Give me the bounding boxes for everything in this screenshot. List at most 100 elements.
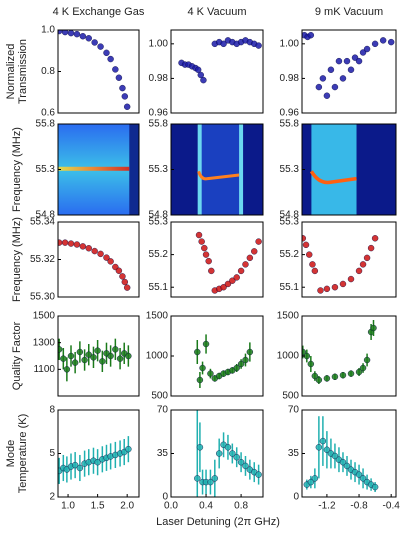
panel: 55.30 55.32 55.34 Frequency (MHz)	[11, 217, 140, 303]
point	[115, 74, 123, 81]
point	[121, 93, 129, 100]
y-tick-label: 0.6	[41, 108, 55, 119]
point	[58, 239, 63, 246]
point	[370, 324, 377, 332]
point	[194, 348, 201, 356]
point	[347, 275, 355, 283]
axes-frame	[301, 409, 397, 498]
x-tick-label: 0.0	[164, 501, 178, 512]
panel: 0.6 0.8 1.0 4 K Exchange Gas NormalizedTrans…	[5, 6, 145, 119]
y-tick-label: 1.0	[41, 25, 55, 36]
y-tick-label: 54.8	[149, 210, 169, 221]
point	[311, 475, 319, 482]
y-tick-label: 1500	[33, 311, 56, 322]
point	[224, 444, 232, 451]
panel-title: 4 K Exchange Gas	[53, 6, 145, 18]
panel: 500 1000 1500	[277, 311, 397, 402]
heatmap-line	[239, 124, 244, 215]
point	[125, 445, 132, 453]
point	[60, 355, 67, 362]
point	[306, 251, 313, 258]
plot-area	[58, 124, 139, 215]
point	[61, 239, 69, 246]
point	[79, 243, 87, 250]
point	[242, 261, 249, 268]
point	[197, 71, 204, 79]
point	[67, 352, 75, 360]
panel: 0.96 0.98 1.00 9 mK Vacuum	[280, 6, 397, 119]
x-tick-label: -0.8	[350, 501, 368, 512]
point	[73, 30, 81, 38]
x-tick-label: 1.0	[61, 501, 75, 512]
y-tick-label: 500	[282, 391, 299, 402]
point	[123, 284, 131, 291]
axes-frame	[57, 315, 140, 397]
point	[103, 49, 110, 57]
y-tick-label: 70	[288, 405, 300, 416]
y-tick-label: 55.3	[149, 164, 169, 175]
point	[67, 30, 75, 37]
y-tick-label: 55.3	[36, 164, 56, 175]
point	[367, 244, 375, 252]
point	[121, 278, 129, 286]
point	[359, 261, 367, 268]
point	[246, 254, 254, 262]
heatmap-strip	[129, 124, 139, 215]
plot-area	[58, 239, 131, 291]
point	[94, 459, 101, 466]
panel: 55.1 55.2 55.3	[280, 217, 397, 298]
heatmap-trace	[309, 170, 357, 185]
point	[355, 368, 363, 376]
y-tick-label: 55.8	[149, 119, 169, 130]
panel: 0 35 70 0.0 0.4 0.8 Laser Detuning (2π GHz)	[156, 405, 280, 528]
point	[307, 478, 315, 486]
point	[242, 356, 249, 364]
point	[323, 375, 331, 382]
y-tick-label: 0.98	[149, 73, 169, 84]
point	[311, 372, 319, 380]
point	[331, 284, 339, 291]
panel: 0 35 70 -1.2 -0.8 -0.4	[288, 405, 400, 512]
point	[315, 376, 323, 384]
point	[371, 483, 379, 491]
y-axis-label: ModeTemperature (K)	[5, 414, 29, 493]
point	[200, 76, 207, 84]
y-tick-label: 1500	[146, 311, 169, 322]
plot-area	[171, 124, 263, 215]
point	[309, 261, 316, 268]
y-tick-label: 0.96	[280, 108, 300, 119]
heatmap-trace	[197, 170, 240, 181]
y-axis-label: NormalizedTransmission	[5, 39, 29, 104]
y-axis-label: Frequency (MHz)	[11, 217, 23, 302]
point	[335, 57, 343, 65]
point	[119, 273, 126, 280]
point	[90, 354, 97, 361]
point	[196, 376, 204, 384]
y-tick-label: 2	[49, 492, 55, 503]
point	[339, 372, 347, 379]
y-tick-label: 35	[157, 448, 169, 459]
point	[79, 33, 87, 40]
point	[119, 84, 126, 92]
point	[99, 358, 106, 365]
point	[196, 444, 204, 451]
point	[237, 459, 245, 466]
point	[355, 267, 363, 275]
point	[311, 267, 319, 275]
point	[315, 83, 323, 91]
point	[91, 39, 98, 46]
plot-area	[302, 235, 379, 294]
point	[363, 356, 371, 364]
point	[116, 355, 124, 362]
point	[237, 267, 245, 275]
point	[112, 346, 119, 353]
y-axis-label: Frequency (MHz)	[11, 127, 23, 212]
y-tick-label: 54.8	[280, 210, 300, 221]
y-tick-label: 1500	[277, 311, 300, 322]
panel: 1100 1300 1500 Quality Factor	[11, 311, 140, 397]
point	[339, 280, 347, 288]
plot-area	[58, 436, 132, 484]
y-tick-label: 55.3	[280, 164, 300, 175]
point	[123, 103, 131, 110]
